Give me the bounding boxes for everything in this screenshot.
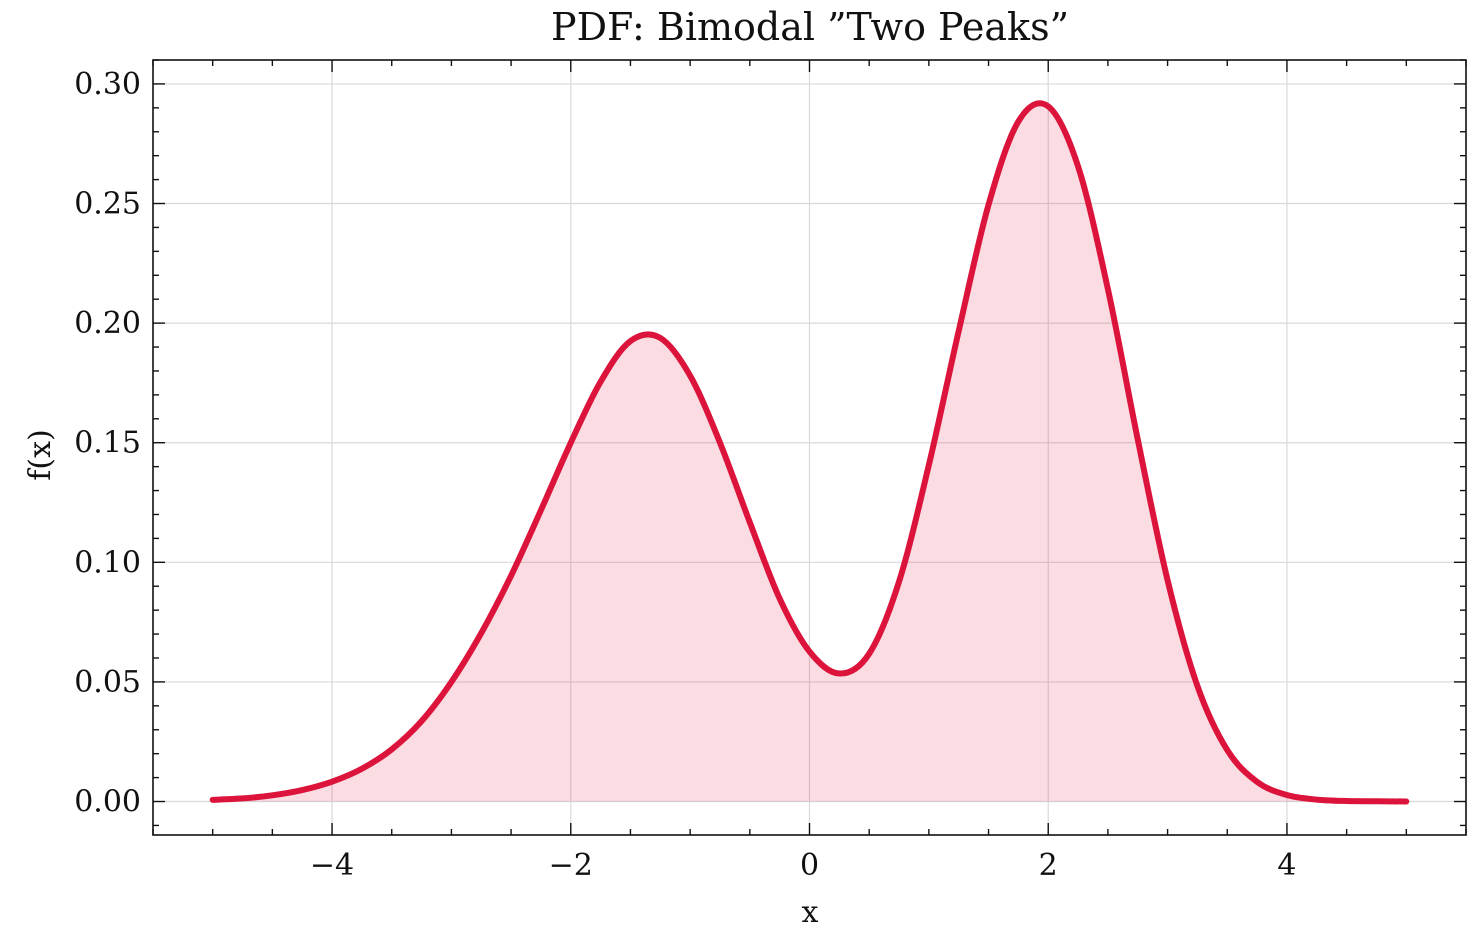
area-fill bbox=[212, 103, 1407, 802]
y-tick-label: 0.05 bbox=[74, 665, 141, 700]
y-tick-label: 0.20 bbox=[74, 306, 141, 341]
y-tick-label: 0.00 bbox=[74, 785, 141, 820]
x-tick-label: −2 bbox=[549, 848, 593, 883]
x-tick-label: −4 bbox=[310, 848, 354, 883]
chart-title: PDF: Bimodal ”Two Peaks” bbox=[551, 5, 1069, 49]
x-tick-label: 4 bbox=[1277, 848, 1296, 883]
x-tick-label: 0 bbox=[800, 848, 819, 883]
x-axis-label: x bbox=[802, 895, 819, 930]
grid-lines bbox=[153, 60, 1466, 835]
x-tick-label: 2 bbox=[1039, 848, 1058, 883]
y-tick-label: 0.25 bbox=[74, 187, 141, 222]
y-axis: 0.00 0.05 0.10 0.15 0.20 0.25 0.30 bbox=[74, 59, 1466, 827]
x-axis: −4 −2 0 2 4 bbox=[152, 60, 1467, 883]
y-tick-label: 0.15 bbox=[74, 426, 141, 461]
y-tick-label: 0.10 bbox=[74, 545, 141, 580]
y-axis-label: f(x) bbox=[23, 429, 58, 480]
series-line bbox=[209, 100, 1410, 805]
y-tick-label: 0.30 bbox=[74, 67, 141, 102]
